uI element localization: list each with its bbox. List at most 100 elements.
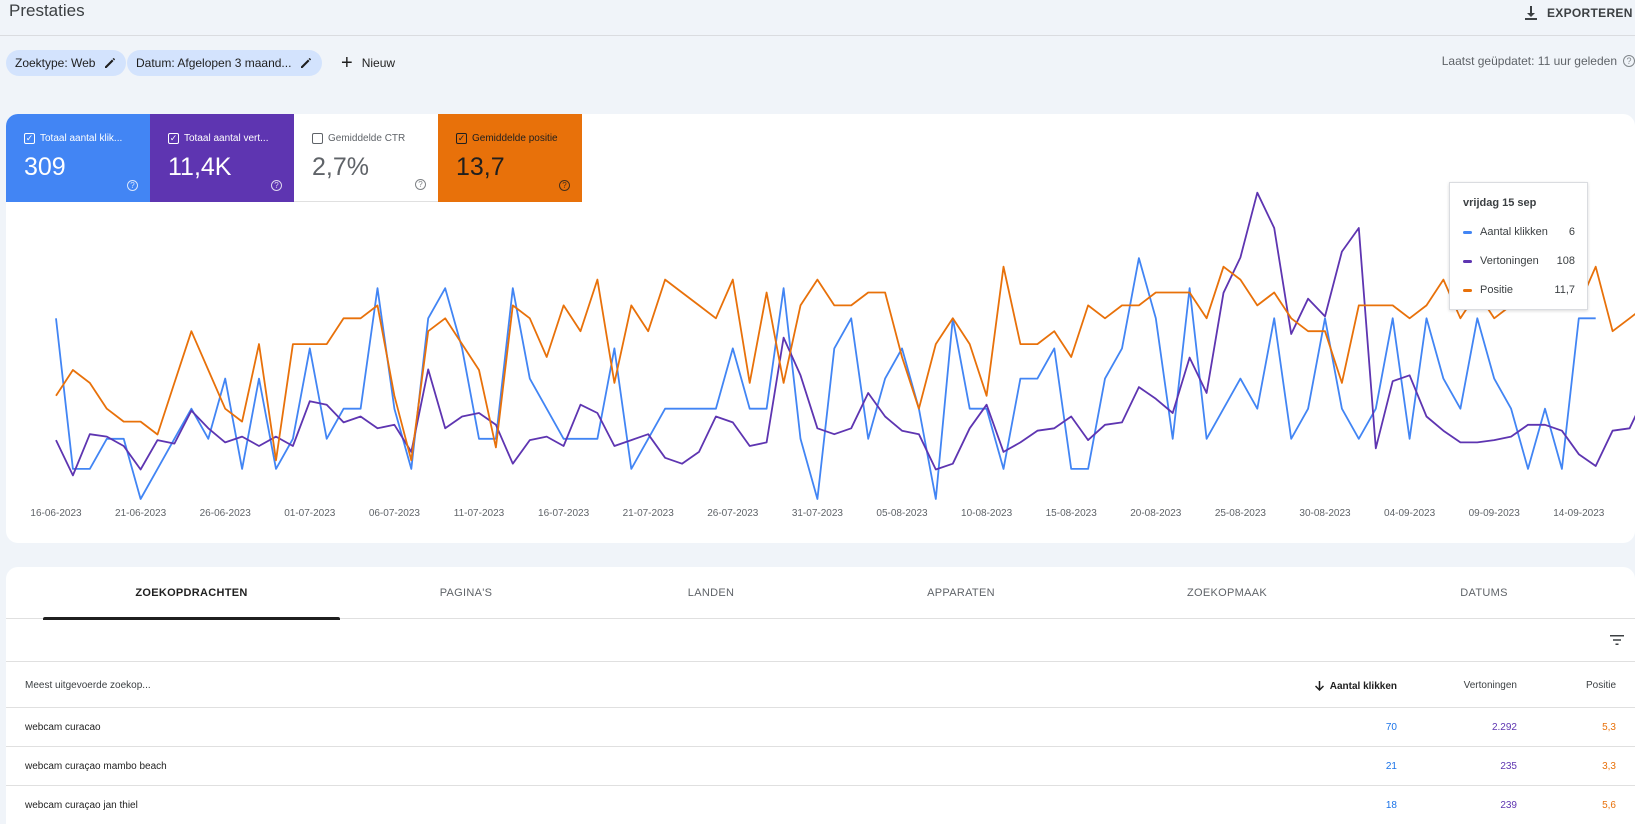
tooltip-series-value: 108 bbox=[1556, 255, 1575, 267]
help-icon[interactable]: ? bbox=[1623, 55, 1635, 67]
x-axis-tick-label: 04-09-2023 bbox=[1384, 508, 1436, 519]
new-filter-label: Nieuw bbox=[361, 56, 396, 70]
tab-dates[interactable]: DATUMS bbox=[1460, 587, 1508, 599]
x-axis-tick-label: 20-08-2023 bbox=[1130, 508, 1182, 519]
x-axis-tick-label: 15-08-2023 bbox=[1046, 508, 1098, 519]
help-icon[interactable]: ? bbox=[415, 179, 426, 190]
x-axis-tick-label: 30-08-2023 bbox=[1299, 508, 1351, 519]
x-axis-tick-label: 06-07-2023 bbox=[369, 508, 421, 519]
performance-line-chart[interactable]: 16-06-2023 21-06-2023 26-06-2023 01-07-2023… bbox=[6, 114, 1635, 543]
x-axis-tick-label: 21-06-2023 bbox=[115, 508, 167, 519]
checkbox-checked-icon[interactable]: ✓ bbox=[168, 133, 179, 144]
table-filter-bar bbox=[6, 620, 1635, 662]
cell-position: 5,6 bbox=[1602, 800, 1616, 811]
new-filter-button[interactable]: + Nieuw bbox=[341, 50, 395, 76]
results-table-card: ZOEKOPDRACHTEN PAGINA'S LANDEN APPARATEN… bbox=[6, 567, 1635, 824]
series-line-vertoningen[interactable] bbox=[55, 191, 1635, 477]
series-line-positie[interactable] bbox=[55, 252, 1635, 462]
tooltip-series-value: 6 bbox=[1568, 226, 1575, 238]
column-header-clicks-label: Aantal klikken bbox=[1329, 680, 1397, 692]
cell-position: 5,3 bbox=[1602, 722, 1616, 733]
x-axis-tick-label: 09-09-2023 bbox=[1469, 508, 1521, 519]
metric-average-position[interactable]: ✓ Gemiddelde positie 13,7 ? bbox=[438, 114, 582, 202]
column-header-position[interactable]: Positie bbox=[1585, 680, 1616, 691]
date-range-chip[interactable]: Datum: Afgelopen 3 maand... bbox=[127, 50, 323, 76]
metric-label: Totaal aantal klik... bbox=[40, 133, 123, 144]
dimension-tabs: ZOEKOPDRACHTEN PAGINA'S LANDEN APPARATEN… bbox=[6, 567, 1635, 620]
column-header-query[interactable]: Meest uitgevoerde zoekop... bbox=[25, 680, 151, 691]
metric-label: Gemiddelde positie bbox=[472, 133, 558, 144]
tooltip-series-value: 11,7 bbox=[1554, 284, 1575, 296]
tooltip-series-name: Positie bbox=[1480, 284, 1514, 296]
x-axis-tick-label: 16-06-2023 bbox=[30, 508, 82, 519]
help-icon[interactable]: ? bbox=[127, 180, 138, 191]
cell-clicks: 18 bbox=[1385, 800, 1397, 811]
x-axis-tick-label: 01-07-2023 bbox=[284, 508, 336, 519]
table-row[interactable]: webcam curacao 70 2.292 5,3 bbox=[6, 709, 1635, 747]
search-type-chip[interactable]: Zoektype: Web bbox=[6, 50, 127, 76]
plus-icon: + bbox=[341, 52, 353, 74]
metric-value: 309 bbox=[24, 153, 66, 181]
tab-search-appearance[interactable]: ZOEKOPMAAK bbox=[1186, 587, 1268, 599]
help-icon[interactable]: ? bbox=[271, 180, 282, 191]
cell-clicks: 21 bbox=[1385, 761, 1397, 772]
help-icon[interactable]: ? bbox=[559, 180, 570, 191]
chart-tooltip: vrijdag 15 sep Aantal klikken 6 Vertonin… bbox=[1449, 182, 1588, 310]
edit-icon bbox=[301, 58, 312, 68]
metric-value: 11,4K bbox=[168, 153, 232, 181]
download-icon bbox=[1525, 6, 1537, 20]
cell-impressions: 2.292 bbox=[1491, 722, 1517, 733]
filter-icon[interactable] bbox=[1609, 632, 1625, 648]
x-axis-tick-label: 25-08-2023 bbox=[1215, 508, 1267, 519]
cell-clicks: 70 bbox=[1385, 722, 1397, 733]
x-axis-tick-label: 26-07-2023 bbox=[707, 508, 759, 519]
series-line-aantal-klikken[interactable] bbox=[55, 257, 1596, 500]
metric-value: 13,7 bbox=[456, 153, 505, 181]
export-button[interactable]: EXPORTEREN bbox=[1515, 2, 1635, 24]
tooltip-row-position: Positie 11,7 bbox=[1463, 284, 1575, 296]
search-type-chip-label: Zoektype: Web bbox=[15, 56, 96, 70]
table-header: Meest uitgevoerde zoekop... Aantal klikk… bbox=[6, 663, 1635, 708]
edit-icon bbox=[105, 58, 116, 68]
x-axis-tick-label: 14-09-2023 bbox=[1553, 508, 1605, 519]
tooltip-series-name: Vertoningen bbox=[1480, 255, 1539, 267]
checkbox-checked-icon[interactable]: ✓ bbox=[456, 133, 467, 144]
column-header-clicks[interactable]: Aantal klikken bbox=[1314, 680, 1397, 692]
table-row[interactable]: webcam curaçao jan thiel 18 239 5,6 bbox=[6, 787, 1635, 824]
column-header-impressions[interactable]: Vertoningen bbox=[1463, 680, 1517, 691]
tab-pages[interactable]: PAGINA'S bbox=[439, 587, 493, 599]
page-header: Prestaties EXPORTEREN bbox=[0, 0, 1635, 36]
checkbox-unchecked-icon[interactable] bbox=[312, 133, 323, 144]
x-axis-tick-label: 26-06-2023 bbox=[200, 508, 252, 519]
cell-position: 3,3 bbox=[1602, 761, 1616, 772]
metric-average-ctr[interactable]: Gemiddelde CTR 2,7% ? bbox=[294, 114, 438, 202]
page-title: Prestaties bbox=[9, 1, 85, 20]
tooltip-row-impressions: Vertoningen 108 bbox=[1463, 255, 1575, 267]
tooltip-series-name: Aantal klikken bbox=[1480, 226, 1548, 238]
metric-value: 2,7% bbox=[312, 153, 369, 181]
tab-queries[interactable]: ZOEKOPDRACHTEN bbox=[43, 567, 340, 620]
last-updated-text: Laatst geüpdatet: 11 uur geleden bbox=[1441, 54, 1617, 68]
performance-chart-card: ✓ Totaal aantal klik... 309 ? ✓ Totaal aan… bbox=[6, 114, 1635, 543]
x-axis-tick-label: 16-07-2023 bbox=[538, 508, 590, 519]
x-axis-tick-label: 11-07-2023 bbox=[454, 508, 505, 519]
series-swatch bbox=[1463, 288, 1472, 292]
metric-label: Totaal aantal vert... bbox=[184, 133, 269, 144]
series-swatch bbox=[1463, 259, 1472, 263]
cell-impressions: 235 bbox=[1500, 761, 1517, 772]
table-row[interactable]: webcam curaçao mambo beach 21 235 3,3 bbox=[6, 748, 1635, 786]
metric-total-clicks[interactable]: ✓ Totaal aantal klik... 309 ? bbox=[6, 114, 150, 202]
metric-total-impressions[interactable]: ✓ Totaal aantal vert... 11,4K ? bbox=[150, 114, 294, 202]
checkbox-checked-icon[interactable]: ✓ bbox=[24, 133, 35, 144]
tab-devices[interactable]: APPARATEN bbox=[927, 587, 995, 599]
sort-descending-icon bbox=[1314, 681, 1324, 691]
x-axis-tick-label: 05-08-2023 bbox=[876, 508, 928, 519]
last-updated: Laatst geüpdatet: 11 uur geleden ? bbox=[1442, 54, 1635, 68]
export-label: EXPORTEREN bbox=[1547, 6, 1633, 20]
metric-label: Gemiddelde CTR bbox=[328, 133, 406, 144]
tab-countries[interactable]: LANDEN bbox=[687, 587, 735, 599]
cell-query: webcam curacao bbox=[25, 722, 101, 733]
cell-query: webcam curaçao mambo beach bbox=[25, 761, 167, 772]
x-axis-tick-label: 10-08-2023 bbox=[961, 508, 1013, 519]
x-axis-tick-label: 31-07-2023 bbox=[792, 508, 844, 519]
